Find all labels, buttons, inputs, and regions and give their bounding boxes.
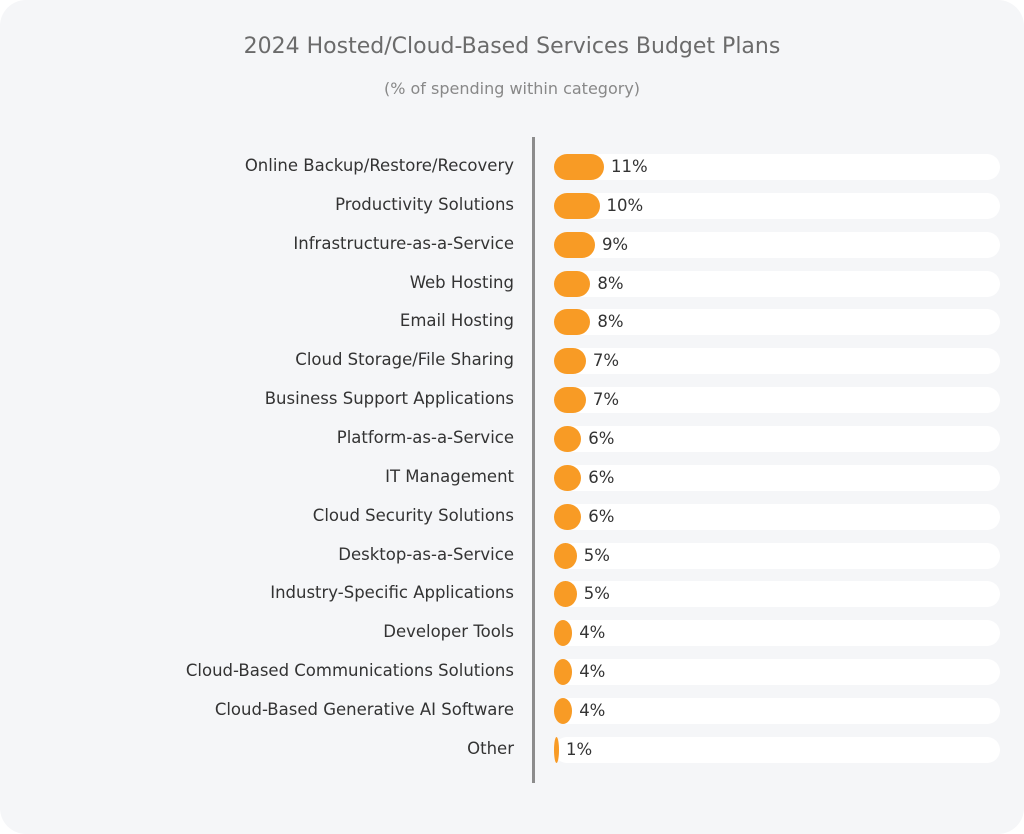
- data-label: 5%: [583, 584, 610, 604]
- data-label: 8%: [597, 312, 624, 332]
- bar-row: Cloud-Based Communications Solutions 4%: [0, 659, 1024, 686]
- bar: [554, 192, 600, 219]
- bar-track: [554, 154, 1000, 180]
- bar-row: Online Backup/Restore/Recovery 11%: [0, 154, 1024, 180]
- data-label: 7%: [592, 351, 620, 371]
- category-label: Infrastructure-as-a-Service: [293, 233, 514, 253]
- bar-row: Infrastructure-as-a-Service 9%: [0, 231, 1024, 258]
- category-label: Cloud Storage/File Sharing: [295, 350, 514, 370]
- category-label: Cloud-Based Communications Solutions: [185, 661, 514, 681]
- bar-track: [554, 348, 1000, 375]
- bar-row: Industry-Specific Applications 5%: [0, 581, 1024, 608]
- data-label: 7%: [592, 390, 620, 410]
- bar: [554, 348, 586, 375]
- chart-title: 2024 Hosted/Cloud-Based Services Budget …: [243, 34, 781, 59]
- chart-subtitle: (% of spending within category): [383, 79, 641, 98]
- category-label: Desktop-as-a-Service: [338, 544, 514, 564]
- bar: [554, 231, 595, 258]
- bar-row: IT Management 6%: [0, 464, 1024, 491]
- category-label: Email Hosting: [399, 311, 514, 331]
- category-label: Industry-Specific Applications: [270, 583, 514, 603]
- data-label: 10%: [606, 195, 644, 215]
- bar-row: Other 1%: [0, 736, 1024, 763]
- category-label: Online Backup/Restore/Recovery: [244, 156, 514, 175]
- data-label: 9%: [601, 234, 629, 254]
- data-label: 8%: [597, 273, 624, 293]
- bar: [554, 425, 582, 452]
- bar-track: [554, 387, 1000, 414]
- bar-row: Cloud Security Solutions 6%: [0, 503, 1024, 530]
- data-label: 6%: [588, 506, 615, 526]
- data-label: 4%: [579, 623, 606, 643]
- category-axis-line: [532, 137, 535, 783]
- bar-track: [554, 620, 1000, 647]
- bar-row: Business Support Applications 7%: [0, 387, 1024, 414]
- bar: [554, 503, 582, 530]
- bar-track: [554, 192, 1000, 219]
- bar: [554, 387, 586, 414]
- data-label: 4%: [579, 700, 606, 720]
- bar-row: Platform-as-a-Service 6%: [0, 425, 1024, 452]
- category-label: Platform-as-a-Service: [336, 427, 514, 447]
- data-label: 4%: [579, 662, 606, 682]
- bar-track: [554, 581, 1000, 608]
- category-label: Business Support Applications: [264, 389, 514, 409]
- category-label: Cloud Security Solutions: [312, 505, 514, 525]
- bar-row: Cloud Storage/File Sharing 7%: [0, 348, 1024, 375]
- category-label: Productivity Solutions: [335, 194, 514, 214]
- category-label: Cloud-Based Generative AI Software: [214, 699, 514, 719]
- category-label: Developer Tools: [383, 622, 514, 642]
- data-label: 5%: [583, 545, 610, 565]
- data-label: 11%: [611, 157, 648, 176]
- bar-track: [554, 231, 1000, 258]
- bar: [554, 620, 573, 647]
- category-label: IT Management: [385, 466, 514, 486]
- bar: [554, 270, 591, 297]
- category-label: Other: [467, 738, 514, 758]
- bar-row: Cloud-Based Generative AI Software 4%: [0, 697, 1024, 724]
- bar-track: [554, 464, 1000, 491]
- bar-track: [554, 542, 1000, 569]
- bar-row: Developer Tools 4%: [0, 620, 1024, 647]
- bar-row: Email Hosting 8%: [0, 309, 1024, 336]
- bar-row: Web Hosting 8%: [0, 270, 1024, 297]
- bar: [554, 697, 573, 724]
- bar: [554, 154, 605, 180]
- data-label: 1%: [566, 739, 593, 759]
- bar-track: [554, 270, 1000, 297]
- category-label: Web Hosting: [409, 272, 514, 292]
- bar: [554, 736, 559, 763]
- bar-row: Desktop-as-a-Service 5%: [0, 542, 1024, 569]
- data-label: 6%: [588, 428, 615, 448]
- bar: [554, 581, 577, 608]
- bar-row: Productivity Solutions 10%: [0, 192, 1024, 219]
- bar: [554, 659, 573, 686]
- bar-track: [554, 503, 1000, 530]
- bar-track: [554, 425, 1000, 452]
- bar: [554, 309, 591, 336]
- bar: [554, 542, 577, 569]
- data-label: 6%: [588, 467, 615, 487]
- bar-track: [554, 659, 1000, 686]
- bar-track: [554, 309, 1000, 336]
- bar-track: [554, 736, 1000, 763]
- bar: [554, 464, 582, 491]
- bar-track: [554, 697, 1000, 724]
